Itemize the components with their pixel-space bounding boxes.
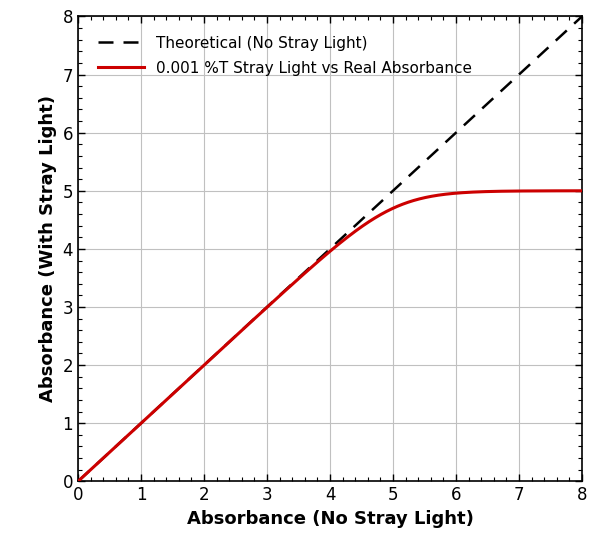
- Theoretical (No Stray Light): [578, 13, 586, 20]
- 0.001 %T Stray Light vs Real Absorbance: [578, 188, 586, 194]
- Theoretical (No Stray Light): [489, 96, 496, 102]
- 0.001 %T Stray Light vs Real Absorbance: [267, 301, 274, 307]
- Theoretical (No Stray Light): [402, 176, 409, 182]
- 0.001 %T Stray Light vs Real Absorbance: [489, 188, 496, 195]
- Theoretical (No Stray Light): [451, 131, 458, 138]
- 0.001 %T Stray Light vs Real Absorbance: [74, 478, 82, 485]
- 0.001 %T Stray Light vs Real Absorbance: [451, 190, 458, 196]
- Theoretical (No Stray Light): [267, 300, 274, 307]
- 0.001 %T Stray Light vs Real Absorbance: [402, 200, 409, 206]
- Line: Theoretical (No Stray Light): Theoretical (No Stray Light): [78, 16, 582, 481]
- X-axis label: Absorbance (No Stray Light): Absorbance (No Stray Light): [187, 510, 473, 528]
- Theoretical (No Stray Light): [74, 478, 82, 485]
- Line: 0.001 %T Stray Light vs Real Absorbance: 0.001 %T Stray Light vs Real Absorbance: [78, 191, 582, 481]
- Theoretical (No Stray Light): [166, 394, 173, 400]
- Legend: Theoretical (No Stray Light), 0.001 %T Stray Light vs Real Absorbance: Theoretical (No Stray Light), 0.001 %T S…: [86, 24, 484, 88]
- Theoretical (No Stray Light): [377, 199, 384, 206]
- 0.001 %T Stray Light vs Real Absorbance: [377, 212, 384, 218]
- 0.001 %T Stray Light vs Real Absorbance: [166, 394, 173, 400]
- Y-axis label: Absorbance (With Stray Light): Absorbance (With Stray Light): [39, 95, 57, 403]
